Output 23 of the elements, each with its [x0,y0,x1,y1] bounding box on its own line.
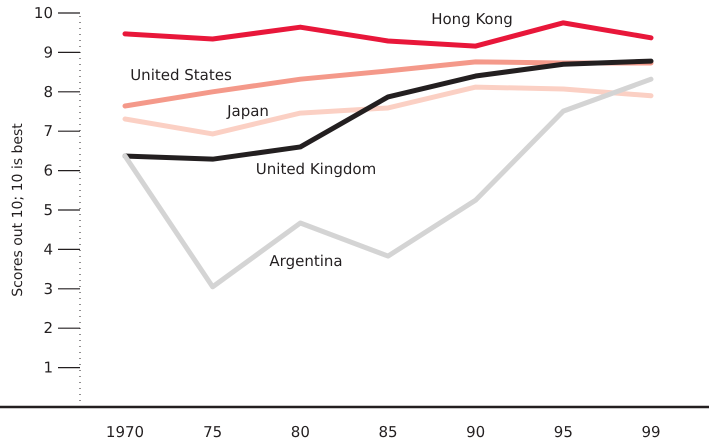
y-tick-label: 5 [43,201,53,219]
y-tick-label: 4 [43,240,53,258]
y-tick-label: 8 [43,82,53,101]
y-tick-label: 9 [43,43,53,62]
y-tick-label: 10 [34,4,53,22]
series-label: Japan [226,102,269,120]
x-tick-label: 85 [378,423,398,441]
y-axis-title: Scores out 10; 10 is best [10,122,26,297]
series-label: United States [130,66,232,84]
y-tick-label: 3 [43,280,53,298]
x-tick-label: 90 [466,423,486,441]
x-tick-label: 95 [554,423,573,441]
series-label: United Kingdom [256,160,376,178]
x-tick-label: 75 [203,423,222,441]
y-tick-label: 6 [43,162,53,180]
series-label: Hong Kong [431,10,513,28]
x-tick-label: 99 [641,423,661,441]
y-tick-label: 2 [43,319,53,338]
y-tick-label: 7 [43,122,53,140]
y-tick-label: 1 [43,358,53,377]
series-label: Argentina [269,252,343,270]
x-tick-label: 80 [290,423,310,441]
x-tick-label: 1970 [106,423,144,441]
